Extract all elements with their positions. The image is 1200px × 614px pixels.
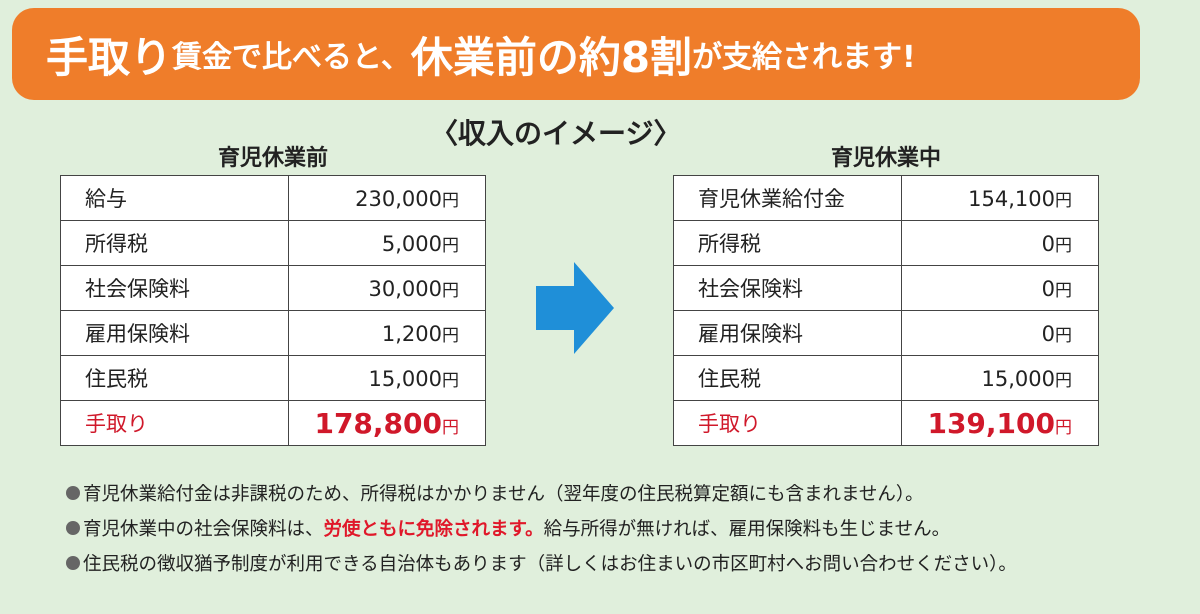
- row-amount: 15,000円: [288, 355, 486, 401]
- unit: 円: [1055, 190, 1072, 211]
- amount: 154,100: [968, 186, 1055, 211]
- amount: 30,000: [368, 276, 442, 301]
- note-text: 給与所得が無ければ、雇用保険料も生じません。: [543, 519, 951, 540]
- table-title: 育児休業中: [830, 146, 941, 171]
- table-row: 給与 230,000円: [60, 175, 486, 221]
- bullet: [66, 486, 80, 500]
- row-label: 住民税: [673, 355, 902, 401]
- row-label: 給与: [60, 175, 289, 221]
- banner-text: 手取り: [46, 32, 173, 82]
- row-amount: 0円: [901, 220, 1099, 266]
- unit: 円: [442, 280, 459, 301]
- row-amount: 30,000円: [288, 265, 486, 311]
- row-amount: 139,100円: [901, 400, 1099, 446]
- row-label: 所得税: [60, 220, 289, 266]
- amount: 139,100: [927, 406, 1055, 440]
- subtitle: 〈収入のイメージ〉: [430, 117, 682, 150]
- note-text: 育児休業給付金は非課税のため、所得税はかかりません（翌年度の住民税算定額にも含ま…: [83, 484, 924, 505]
- unit: 円: [1055, 417, 1072, 438]
- banner-text: 休業前の約8割: [410, 32, 693, 82]
- table-row: 雇用保険料 0円: [673, 310, 1099, 356]
- unit: 円: [442, 417, 459, 438]
- unit: 円: [442, 370, 459, 391]
- table-row: 社会保険料 0円: [673, 265, 1099, 311]
- unit: 円: [442, 235, 459, 256]
- unit: 円: [1055, 325, 1072, 346]
- row-amount: 0円: [901, 310, 1099, 356]
- row-amount: 154,100円: [901, 175, 1099, 221]
- unit: 円: [1055, 235, 1072, 256]
- unit: 円: [442, 190, 459, 211]
- amount: 230,000: [355, 186, 442, 211]
- row-label: 所得税: [673, 220, 902, 266]
- unit: 円: [442, 325, 459, 346]
- note-text: 住民税の徴収猶予制度が利用できる自治体もあります（詳しくはお住まいの市区町村へお…: [83, 554, 1017, 575]
- row-label: 雇用保険料: [673, 310, 902, 356]
- table-row: 所得税 5,000円: [60, 220, 486, 266]
- note: 育児休業中の社会保険料は、 労使ともに免除されます。 給与所得が無ければ、雇用保険料…: [66, 515, 950, 541]
- row-label: 雇用保険料: [60, 310, 289, 356]
- table-row: 雇用保険料 1,200円: [60, 310, 486, 356]
- table-title: 育児休業前: [217, 146, 328, 171]
- unit: 円: [1055, 280, 1072, 301]
- row-amount: 5,000円: [288, 220, 486, 266]
- bullet: [66, 556, 80, 570]
- note: 育児休業給付金は非課税のため、所得税はかかりません（翌年度の住民税算定額にも含ま…: [66, 480, 924, 506]
- table-row: 住民税 15,000円: [673, 355, 1099, 401]
- amount: 0: [1041, 231, 1055, 256]
- row-label: 社会保険料: [60, 265, 289, 311]
- note: 住民税の徴収猶予制度が利用できる自治体もあります（詳しくはお住まいの市区町村へお…: [66, 550, 1017, 576]
- row-amount: 230,000円: [288, 175, 486, 221]
- table-row: 住民税 15,000円: [60, 355, 486, 401]
- amount: 1,200: [381, 321, 442, 346]
- amount: 15,000: [981, 366, 1055, 391]
- row-label: 住民税: [60, 355, 289, 401]
- amount: 178,800: [314, 406, 442, 440]
- banner: 手取り 賃金で比べると、 休業前の約8割 が支給されます!: [12, 8, 1140, 100]
- note-text: 労使ともに免除されます。: [323, 519, 544, 540]
- unit: 円: [1055, 370, 1072, 391]
- income-table: 育児休業給付金 154,100円 所得税 0円 社会保険料 0円 雇用保険料 0円 住民税 15,…: [673, 175, 1099, 446]
- arrow: [536, 262, 614, 354]
- table-row: 手取り 178,800円: [60, 400, 486, 446]
- arrow-shape: [536, 262, 614, 354]
- note-text: 育児休業中の社会保険料は、: [83, 519, 324, 540]
- table-row: 育児休業給付金 154,100円: [673, 175, 1099, 221]
- amount: 15,000: [368, 366, 442, 391]
- row-amount: 0円: [901, 265, 1099, 311]
- row-amount: 15,000円: [901, 355, 1099, 401]
- amount: 5,000: [381, 231, 442, 256]
- bullet: [66, 521, 80, 535]
- banner-text: が支給されます!: [692, 40, 916, 75]
- row-amount: 178,800円: [288, 400, 486, 446]
- table-row: 手取り 139,100円: [673, 400, 1099, 446]
- row-amount: 1,200円: [288, 310, 486, 356]
- income-table: 給与 230,000円 所得税 5,000円 社会保険料 30,000円 雇用保険料 1,20…: [60, 175, 486, 446]
- amount: 0: [1041, 276, 1055, 301]
- row-label: 手取り: [673, 400, 902, 446]
- row-label: 手取り: [60, 400, 289, 446]
- row-label: 育児休業給付金: [673, 175, 902, 221]
- table-row: 所得税 0円: [673, 220, 1099, 266]
- banner-text: 賃金で比べると、: [172, 40, 411, 75]
- table-row: 社会保険料 30,000円: [60, 265, 486, 311]
- row-label: 社会保険料: [673, 265, 902, 311]
- amount: 0: [1041, 321, 1055, 346]
